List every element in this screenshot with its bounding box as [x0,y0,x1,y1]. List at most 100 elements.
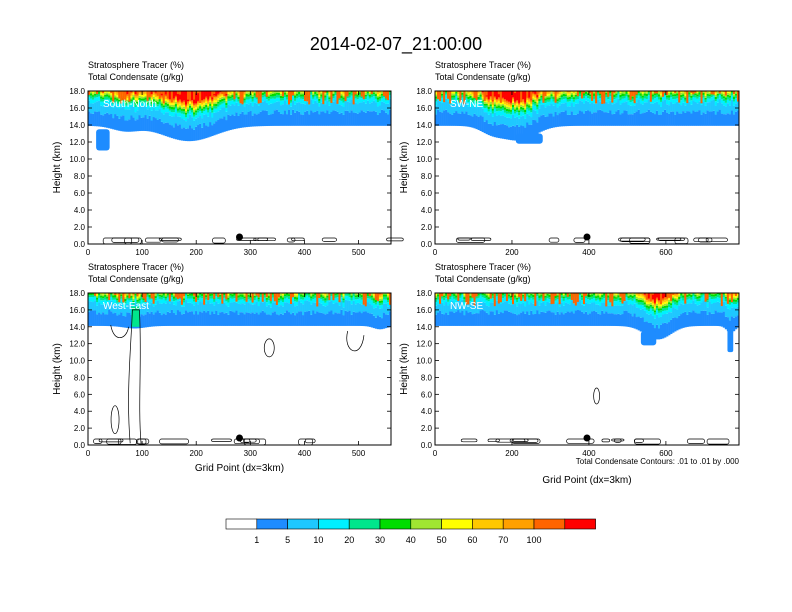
tracer-cell [455,295,458,298]
tracer-cell [714,93,718,96]
tracer-cell [623,94,626,96]
tracer-cell [174,314,178,326]
tracer-cell [328,92,331,94]
condensate-contours [102,237,404,245]
tracer-cell [378,100,382,106]
tracer-cell [674,91,677,94]
tracer-cell [219,312,222,326]
tracer-cell [668,95,671,98]
tracer-cell [326,95,329,101]
x-axis-label: Grid Point (dx=3km) [195,463,284,474]
tracer-cell [526,109,529,114]
y-tick-label: 4.0 [74,407,86,416]
tracer-cell [176,104,180,107]
tracer-cell [516,315,519,326]
tracer-cell [528,103,531,106]
tracer-cell [676,91,679,94]
tracer-cell [213,105,216,109]
tracer-cell [197,117,200,126]
tracer-cell [477,295,480,298]
tracer-cell [593,103,596,113]
tracer-cell [580,304,584,312]
tracer-cell [587,95,590,99]
tracer-cell [532,95,535,97]
tracer-cell [507,117,511,128]
tracer-cell [128,119,131,132]
tracer-cell [168,91,172,100]
tracer-cell [668,304,671,308]
tracer-cell [635,307,638,318]
tracer-cell [716,102,720,112]
tracer-cell [162,295,166,299]
tracer-cell [722,96,726,99]
tracer-cell [522,105,525,108]
tracer-cell [275,314,279,326]
tracer-cell [245,293,248,302]
tracer-cell [255,97,258,100]
tracer-cell [491,102,495,104]
tracer-cell [110,296,113,301]
tracer-cell [182,103,186,106]
tracer-cell [261,91,265,93]
tracer-cell [229,115,232,131]
tracer-cell [619,92,622,95]
tracer-cell [346,293,349,296]
tracer-cell [599,295,602,298]
tracer-cell [558,91,561,93]
tracer-cell [507,296,511,299]
tracer-cell [217,299,220,304]
tracer-cell [195,302,198,312]
tracer-cell [255,91,258,98]
tracer-cell [659,293,663,305]
tracer-cell [209,293,212,297]
tracer-cell [451,93,454,96]
tracer-cell [724,316,728,330]
tracer-cell [348,293,351,295]
tracer-cell [582,103,586,114]
tracer-cell [556,101,559,104]
tracer-cell [213,293,216,299]
tracer-cell [332,93,335,96]
tracer-cell [696,305,699,314]
tracer-cell [273,98,277,103]
tracer-cell [92,91,95,94]
tracer-cell [475,103,478,108]
tracer-cell [696,111,699,126]
tracer-cell [668,97,671,101]
tracer-cell [516,91,519,101]
tracer-cell [136,293,139,297]
tracer-cell [692,91,695,95]
tracer-cell [223,297,226,303]
tracer-cell [328,301,331,312]
tracer-cell [273,102,277,111]
tracer-cell [680,91,683,93]
tracer-cell [372,293,376,295]
tracer-cell [487,293,491,296]
tracer-cell [657,91,661,93]
tracer-cell [290,100,293,103]
tracer-cell [140,117,143,131]
tracer-cell [223,91,226,97]
tracer-cell [477,116,480,131]
tracer-cell [346,295,349,301]
tracer-cell [160,303,164,316]
tracer-cell [641,300,645,303]
tracer-cell [154,92,157,94]
tracer-cell [197,101,200,104]
tracer-cell [441,91,444,94]
tracer-cell [221,312,224,326]
tracer-cell [324,100,327,105]
tracer-cell [195,112,198,116]
tracer-cell [324,314,327,326]
tracer-cell [326,297,329,301]
tracer-cell [534,95,537,97]
tracer-cell [203,101,206,104]
tracer-cell [726,92,730,95]
tracer-cell [298,94,301,98]
tracer-cell [144,92,147,95]
tracer-cell [471,116,474,128]
tracer-cell [174,91,178,96]
tracer-cell [481,93,484,96]
tracer-cell [503,112,507,117]
tracer-cell [338,313,341,326]
